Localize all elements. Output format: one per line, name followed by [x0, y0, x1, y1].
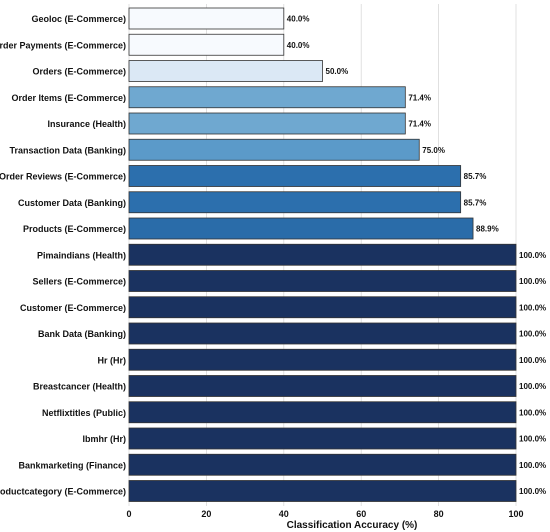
bar	[128, 138, 420, 161]
value-label: 100.0%	[519, 382, 546, 391]
value-label: 88.9%	[476, 225, 499, 234]
bar	[128, 86, 406, 109]
category-label: Bankmarketing (Finance)	[18, 460, 126, 470]
bar	[128, 348, 517, 371]
category-label: Bank Data (Banking)	[38, 329, 126, 339]
bar	[128, 480, 517, 502]
bar	[128, 60, 323, 82]
bar	[128, 270, 517, 292]
bar	[128, 165, 462, 187]
value-label: 75.0%	[422, 146, 445, 155]
value-label: 100.0%	[519, 461, 546, 470]
category-label: Sellers (E-Commerce)	[32, 277, 126, 287]
category-label: Hr (Hr)	[98, 355, 127, 365]
value-label: 85.7%	[464, 198, 487, 207]
value-label: 100.0%	[519, 277, 546, 286]
category-label: Pimaindians (Health)	[37, 250, 126, 260]
bar	[128, 375, 517, 397]
category-label: Customer (E-Commerce)	[20, 303, 126, 313]
x-axis-title: Classification Accuracy (%)	[287, 520, 418, 531]
category-label: Order Items (E-Commerce)	[11, 93, 126, 103]
x-tick-label: 100	[508, 509, 523, 519]
value-label: 100.0%	[519, 251, 546, 260]
x-tick-label: 80	[434, 509, 444, 519]
bar	[128, 296, 517, 319]
value-labels: 40.0% 40.0% 50.0% 71.4% 71.4% 75.0% 85.7% 85.7%…	[287, 15, 546, 497]
value-label: 40.0%	[287, 41, 310, 50]
bar	[128, 217, 474, 240]
value-label: 100.0%	[519, 408, 546, 417]
category-label: Ibmhr (Hr)	[83, 434, 127, 444]
bar	[128, 427, 517, 450]
bar	[128, 7, 285, 30]
value-label: 100.0%	[519, 330, 546, 339]
value-label: 71.4%	[408, 120, 431, 129]
bar	[128, 191, 462, 214]
category-label: Netflixtitles (Public)	[42, 408, 126, 418]
value-label: 100.0%	[519, 435, 546, 444]
x-tick-label: 20	[201, 509, 211, 519]
category-label: Productcategory (E-Commerce)	[0, 487, 126, 497]
x-tick-label: 40	[279, 509, 289, 519]
value-label: 100.0%	[519, 303, 546, 312]
category-label: Geoloc (E-Commerce)	[31, 14, 126, 24]
value-label: 100.0%	[519, 487, 546, 496]
x-tick-label: 60	[356, 509, 366, 519]
bar	[128, 33, 285, 56]
category-label: Insurance (Health)	[47, 119, 126, 129]
value-label: 50.0%	[326, 67, 349, 76]
value-label: 100.0%	[519, 356, 546, 365]
bar	[128, 401, 517, 424]
category-label: Order Payments (E-Commerce)	[0, 40, 126, 50]
bar	[128, 243, 517, 266]
value-label: 40.0%	[287, 15, 310, 24]
category-label: Customer Data (Banking)	[18, 198, 126, 208]
value-label: 85.7%	[464, 172, 487, 181]
bar	[128, 112, 406, 135]
category-label: Orders (E-Commerce)	[32, 67, 126, 77]
category-label: Products (E-Commerce)	[23, 224, 126, 234]
category-label: Order Reviews (E-Commerce)	[0, 172, 126, 182]
x-axis-ticks: 0 20 40 60 80 100	[126, 509, 523, 519]
bar	[128, 453, 517, 476]
x-tick-label: 0	[126, 509, 131, 519]
category-labels: Geoloc (E-Commerce) Order Payments (E-Com…	[0, 14, 126, 497]
category-label: Breastcancer (Health)	[33, 382, 126, 392]
bars	[128, 7, 517, 502]
value-label: 71.4%	[408, 93, 431, 102]
category-label: Transaction Data (Banking)	[9, 145, 126, 155]
bar	[128, 322, 517, 345]
